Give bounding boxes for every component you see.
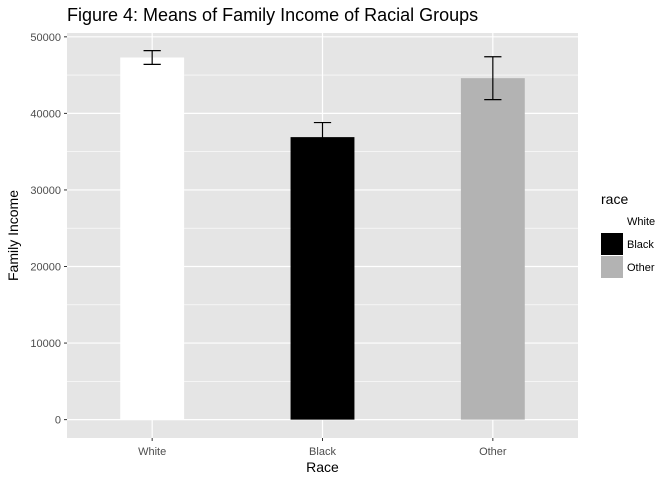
x-axis: White Black Other — [138, 438, 507, 458]
bar-black — [290, 137, 355, 420]
y-axis: 0 10000 20000 30000 40000 50000 — [30, 32, 67, 427]
errorbar-other — [484, 56, 502, 101]
bar-white — [120, 57, 185, 420]
x-axis-title: Race — [306, 459, 339, 475]
legend: race White Black Other — [601, 191, 655, 278]
legend-label-black: Black — [627, 239, 654, 251]
legend-key-black — [601, 233, 623, 255]
bars — [120, 57, 525, 420]
legend-key-white — [601, 210, 623, 232]
error-bars — [143, 50, 502, 146]
y-tick-label: 20000 — [30, 262, 61, 274]
legend-title: race — [601, 191, 628, 207]
legend-key-other — [601, 256, 623, 278]
chart-title: Figure 4: Means of Family Income of Raci… — [67, 5, 478, 25]
legend-label-other: Other — [627, 262, 655, 274]
x-tick-label: White — [138, 446, 166, 458]
y-tick-label: 40000 — [30, 108, 61, 120]
x-tick-label: Other — [479, 446, 507, 458]
legend-label-white: White — [627, 216, 655, 228]
y-tick-label: 30000 — [30, 185, 61, 197]
y-axis-title: Family Income — [5, 190, 21, 281]
errorbar-white — [143, 50, 161, 65]
bar-other — [460, 78, 525, 420]
y-tick-label: 0 — [55, 415, 61, 427]
y-tick-label: 50000 — [30, 32, 61, 44]
y-tick-label: 10000 — [30, 338, 61, 350]
x-tick-label: Black — [309, 446, 336, 458]
errorbar-black — [313, 121, 332, 146]
